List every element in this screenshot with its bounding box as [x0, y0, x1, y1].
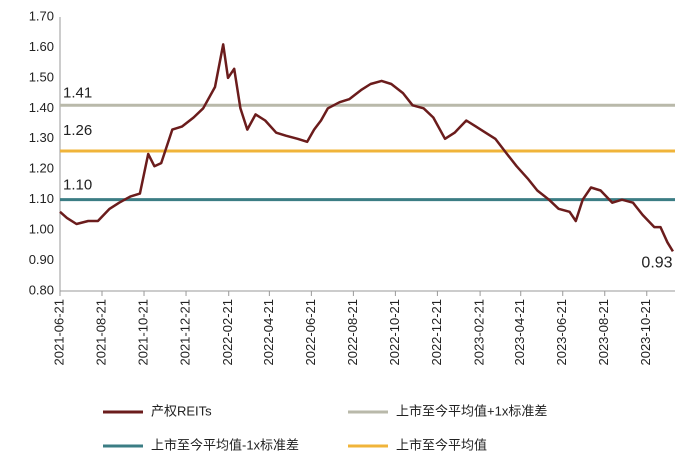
x-tick-label: 2021-12-21 — [177, 299, 192, 366]
x-tick-label: 2023-10-21 — [638, 299, 653, 366]
x-tick-label: 2022-02-21 — [220, 299, 235, 366]
x-tick-label: 2021-10-21 — [135, 299, 150, 366]
y-tick-label: 1.60 — [29, 39, 54, 54]
legend-label: 产权REITs — [151, 403, 212, 418]
y-tick-label: 0.80 — [29, 282, 54, 297]
reference-label: 1.10 — [63, 177, 92, 194]
x-tick-label: 2021-06-21 — [51, 299, 66, 366]
x-tick-label: 2022-08-21 — [345, 299, 360, 366]
y-tick-label: 1.40 — [29, 100, 54, 115]
end-label: 0.93 — [641, 255, 672, 272]
y-tick-label: 1.10 — [29, 191, 54, 206]
legend-label: 上市至今平均值 — [396, 437, 487, 452]
y-tick-label: 1.50 — [29, 69, 54, 84]
reference-label: 1.26 — [63, 122, 92, 139]
y-tick-label: 0.90 — [29, 252, 54, 267]
legend-label: 上市至今平均值-1x标准差 — [151, 437, 299, 452]
x-tick-label: 2022-12-21 — [429, 299, 444, 366]
legend-label: 上市至今平均值+1x标准差 — [396, 403, 547, 418]
x-tick-label: 2023-08-21 — [596, 299, 611, 366]
x-tick-label: 2023-02-21 — [472, 299, 487, 366]
x-tick-label: 2022-06-21 — [303, 299, 318, 366]
y-tick-label: 1.30 — [29, 130, 54, 145]
series-line — [59, 43, 674, 253]
x-tick-label: 2022-10-21 — [387, 299, 402, 366]
x-tick-label: 2023-06-21 — [554, 299, 569, 366]
reference-label: 1.41 — [63, 84, 92, 101]
y-tick-label: 1.70 — [29, 8, 54, 23]
x-tick-label: 2022-04-21 — [261, 299, 276, 366]
x-tick-label: 2021-08-21 — [93, 299, 108, 366]
x-tick-label: 2023-04-21 — [512, 299, 527, 366]
y-tick-label: 1.20 — [29, 161, 54, 176]
y-tick-label: 1.00 — [29, 222, 54, 237]
